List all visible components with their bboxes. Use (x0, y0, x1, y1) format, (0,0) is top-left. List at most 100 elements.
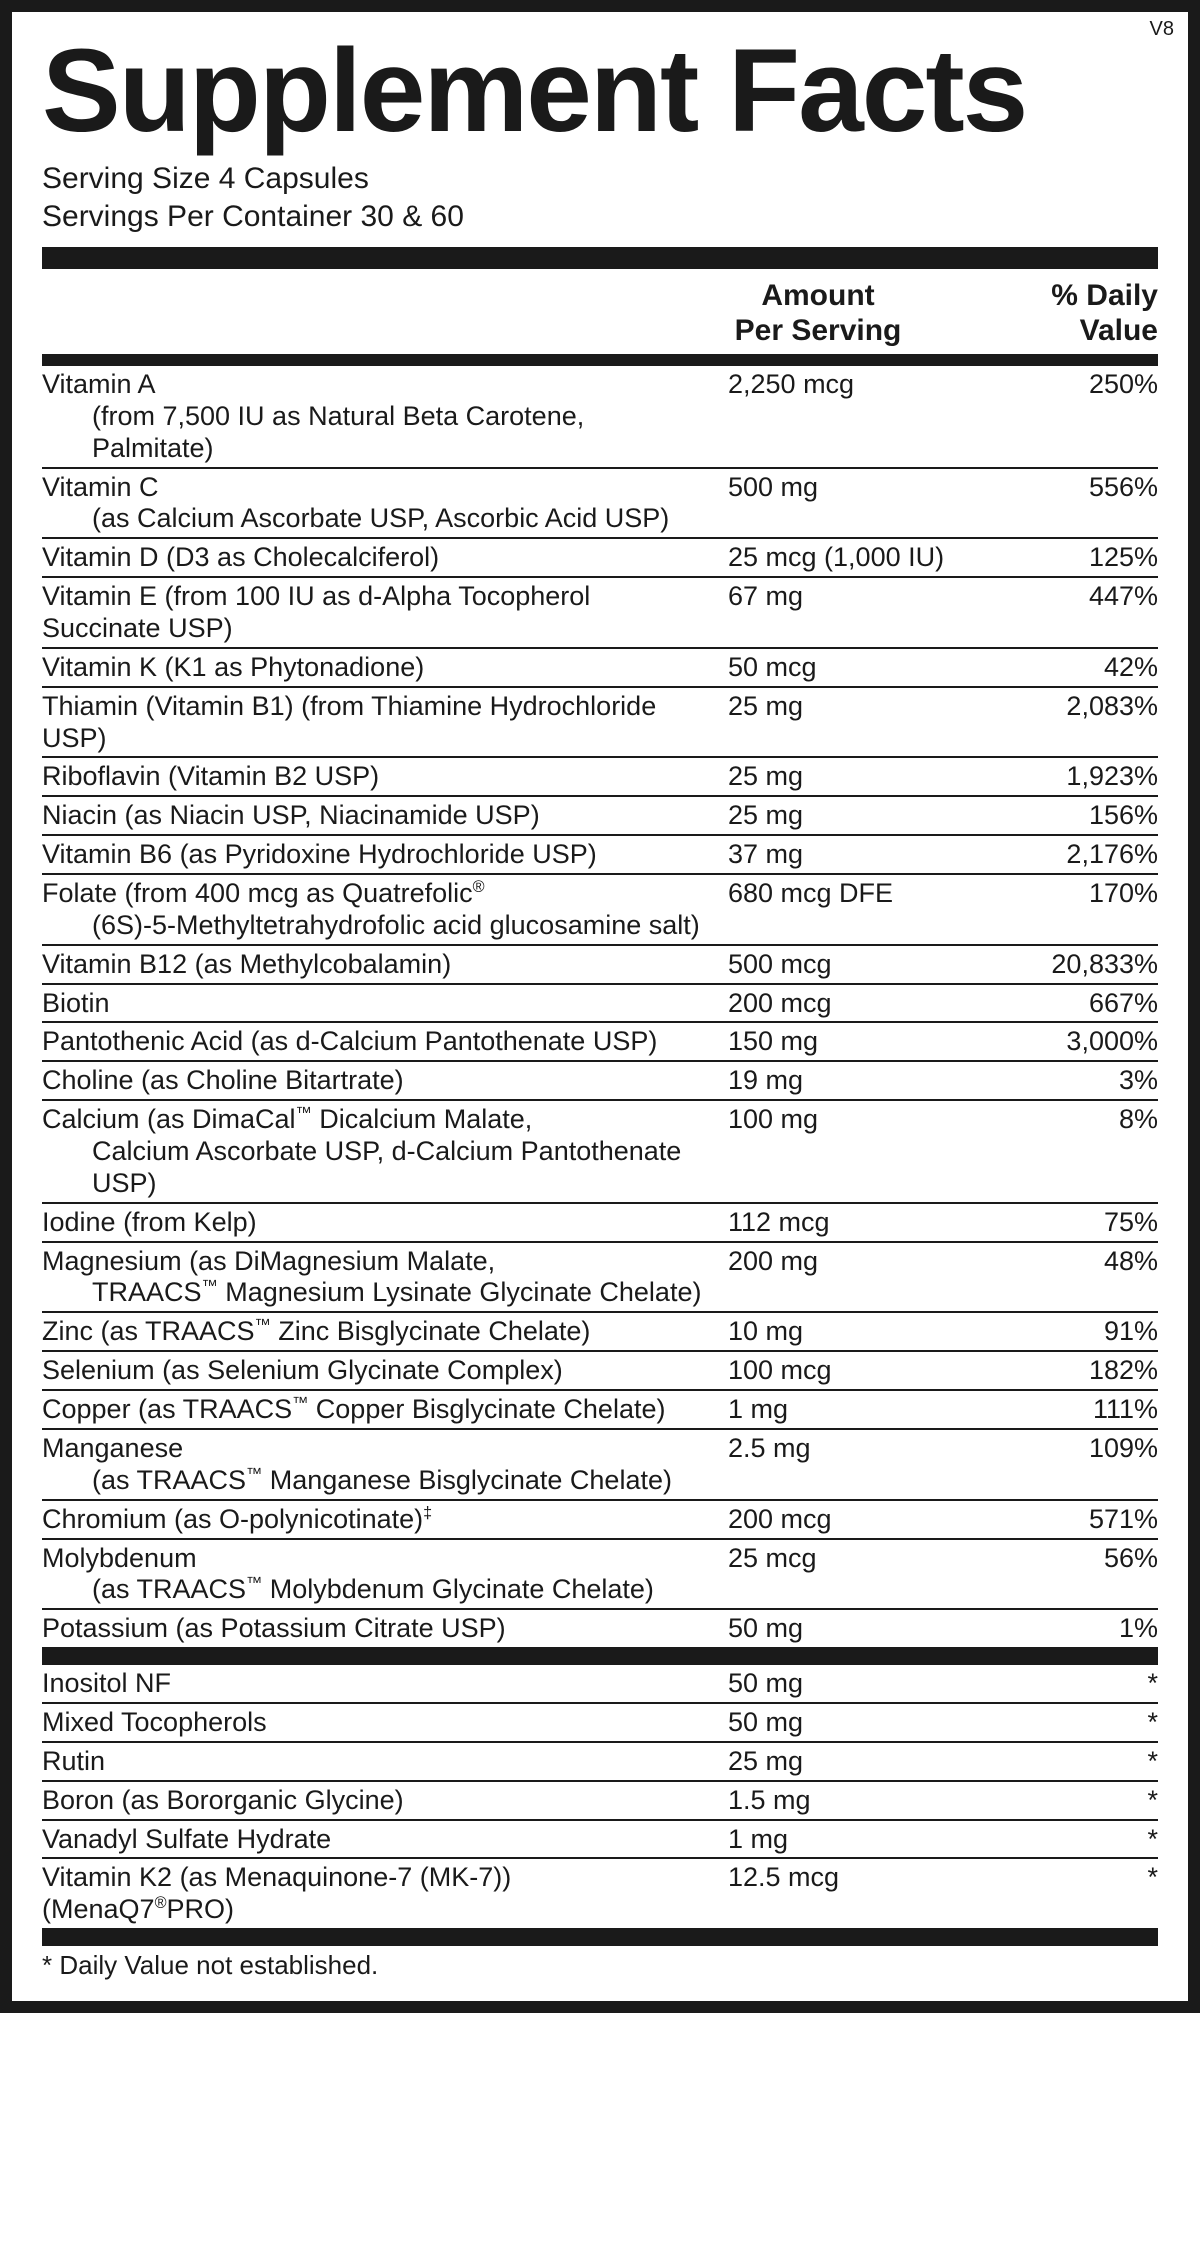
serving-size: Serving Size 4 Capsules (42, 160, 1158, 198)
nutrient-row: Inositol NF50 mg* (42, 1665, 1158, 1704)
nutrient-name: Riboflavin (Vitamin B2 USP) (42, 761, 718, 793)
nutrient-dv: 250% (978, 369, 1158, 401)
nutrient-amount: 2,250 mcg (718, 369, 978, 401)
nutrient-row: Calcium (as DimaCal™ Dicalcium Malate,Ca… (42, 1101, 1158, 1204)
panel-title: Supplement Facts (42, 32, 1158, 150)
nutrient-dv: 556% (978, 472, 1158, 504)
divider-bar-mid (42, 1647, 1158, 1665)
nutrient-sub: TRAACS™ Magnesium Lysinate Glycinate Che… (42, 1277, 710, 1309)
nutrient-dv: * (978, 1746, 1158, 1778)
nutrient-dv: * (978, 1785, 1158, 1817)
nutrient-name: Vitamin B12 (as Methylcobalamin) (42, 949, 718, 981)
nutrient-dv: * (978, 1707, 1158, 1739)
nutrient-amount: 1 mg (718, 1394, 978, 1426)
nutrient-amount: 25 mcg (718, 1543, 978, 1575)
nutrient-dv: 91% (978, 1316, 1158, 1348)
version-label: V8 (1150, 18, 1174, 41)
nutrient-dv: 42% (978, 652, 1158, 684)
nutrient-name: Pantothenic Acid (as d-Calcium Pantothen… (42, 1026, 718, 1058)
nutrient-amount: 10 mg (718, 1316, 978, 1348)
divider-bar-header (42, 354, 1158, 366)
nutrient-row: Vitamin D (D3 as Cholecalciferol)25 mcg … (42, 539, 1158, 578)
nutrient-amount: 100 mg (718, 1104, 978, 1136)
nutrient-amount: 680 mcg DFE (718, 878, 978, 910)
column-header-row: Amount Per Serving % Daily Value (42, 273, 1158, 352)
nutrient-amount: 150 mg (718, 1026, 978, 1058)
nutrient-name: Copper (as TRAACS™ Copper Bisglycinate C… (42, 1394, 718, 1426)
nutrient-amount: 200 mcg (718, 988, 978, 1020)
servings-per-container: Servings Per Container 30 & 60 (42, 198, 1158, 236)
nutrient-row: Choline (as Choline Bitartrate)19 mg3% (42, 1062, 1158, 1101)
nutrient-amount: 500 mg (718, 472, 978, 504)
nutrient-row: Boron (as Bororganic Glycine)1.5 mg* (42, 1782, 1158, 1821)
nutrient-sub: (as Calcium Ascorbate USP, Ascorbic Acid… (42, 503, 710, 535)
nutrient-dv: 3% (978, 1065, 1158, 1097)
nutrient-row: Vitamin C(as Calcium Ascorbate USP, Asco… (42, 469, 1158, 540)
nutrient-name: Potassium (as Potassium Citrate USP) (42, 1613, 718, 1645)
nutrient-name: Vitamin B6 (as Pyridoxine Hydrochloride … (42, 839, 718, 871)
nutrient-amount: 50 mcg (718, 652, 978, 684)
nutrient-name: Vitamin A(from 7,500 IU as Natural Beta … (42, 369, 718, 465)
nutrient-amount: 100 mcg (718, 1355, 978, 1387)
nutrient-row: Vitamin B12 (as Methylcobalamin)500 mcg2… (42, 946, 1158, 985)
nutrient-row: Riboflavin (Vitamin B2 USP)25 mg1,923% (42, 758, 1158, 797)
nutrient-sub: (as TRAACS™ Manganese Bisglycinate Chela… (42, 1465, 710, 1497)
footnote: * Daily Value not established. (42, 1946, 1158, 1981)
nutrient-dv: 2,176% (978, 839, 1158, 871)
nutrient-dv: 447% (978, 581, 1158, 613)
nutrient-dv: 75% (978, 1207, 1158, 1239)
nutrient-dv: 1,923% (978, 761, 1158, 793)
nutrient-amount: 50 mg (718, 1613, 978, 1645)
nutrient-row: Mixed Tocopherols50 mg* (42, 1704, 1158, 1743)
nutrient-row: Selenium (as Selenium Glycinate Complex)… (42, 1352, 1158, 1391)
nutrient-dv: * (978, 1668, 1158, 1700)
nutrient-dv: 109% (978, 1433, 1158, 1465)
nutrient-name: Molybdenum(as TRAACS™ Molybdenum Glycina… (42, 1543, 718, 1607)
nutrient-amount: 25 mg (718, 761, 978, 793)
nutrient-name: Manganese(as TRAACS™ Manganese Bisglycin… (42, 1433, 718, 1497)
nutrient-row: Vitamin K (K1 as Phytonadione)50 mcg42% (42, 649, 1158, 688)
nutrient-name: Niacin (as Niacin USP, Niacinamide USP) (42, 800, 718, 832)
nutrient-amount: 500 mcg (718, 949, 978, 981)
nutrient-dv: 1% (978, 1613, 1158, 1645)
nutrient-name: Chromium (as O-polynicotinate)‡ (42, 1504, 718, 1536)
header-daily-value: % Daily Value (958, 279, 1158, 348)
nutrient-row: Rutin25 mg* (42, 1743, 1158, 1782)
nutrient-amount: 200 mg (718, 1246, 978, 1278)
nutrient-dv: 667% (978, 988, 1158, 1020)
nutrient-amount: 112 mcg (718, 1207, 978, 1239)
nutrient-amount: 2.5 mg (718, 1433, 978, 1465)
nutrient-name: Vitamin K2 (as Menaquinone-7 (MK-7)) (Me… (42, 1862, 718, 1926)
nutrient-sub: Calcium Ascorbate USP, d-Calcium Pantoth… (42, 1136, 710, 1200)
nutrient-row: Niacin (as Niacin USP, Niacinamide USP)2… (42, 797, 1158, 836)
nutrient-name: Boron (as Bororganic Glycine) (42, 1785, 718, 1817)
nutrient-row: Folate (from 400 mcg as Quatrefolic®(6S)… (42, 875, 1158, 946)
nutrient-dv: 125% (978, 542, 1158, 574)
nutrient-name: Iodine (from Kelp) (42, 1207, 718, 1239)
nutrient-dv: 20,833% (978, 949, 1158, 981)
nutrient-dv: 56% (978, 1543, 1158, 1575)
nutrient-row: Vitamin E (from 100 IU as d-Alpha Tocoph… (42, 578, 1158, 649)
nutrient-row: Manganese(as TRAACS™ Manganese Bisglycin… (42, 1430, 1158, 1501)
nutrient-row: Thiamin (Vitamin B1) (from Thiamine Hydr… (42, 688, 1158, 759)
nutrient-name: Rutin (42, 1746, 718, 1778)
nutrient-row: Vitamin B6 (as Pyridoxine Hydrochloride … (42, 836, 1158, 875)
nutrient-name: Vitamin D (D3 as Cholecalciferol) (42, 542, 718, 574)
nutrient-row: Vanadyl Sulfate Hydrate1 mg* (42, 1821, 1158, 1860)
nutrient-amount: 50 mg (718, 1707, 978, 1739)
nutrient-row: Iodine (from Kelp)112 mcg75% (42, 1204, 1158, 1243)
nutrient-rows-main: Vitamin A(from 7,500 IU as Natural Beta … (42, 366, 1158, 1647)
nutrient-name: Mixed Tocopherols (42, 1707, 718, 1739)
nutrient-amount: 25 mcg (1,000 IU) (718, 542, 978, 574)
nutrient-name: Vitamin K (K1 as Phytonadione) (42, 652, 718, 684)
nutrient-dv: 8% (978, 1104, 1158, 1136)
nutrient-name: Magnesium (as DiMagnesium Malate,TRAACS™… (42, 1246, 718, 1310)
nutrient-row: Biotin200 mcg667% (42, 985, 1158, 1024)
nutrient-amount: 25 mg (718, 691, 978, 723)
nutrient-row: Chromium (as O-polynicotinate)‡200 mcg57… (42, 1501, 1158, 1540)
nutrient-amount: 1.5 mg (718, 1785, 978, 1817)
serving-info: Serving Size 4 Capsules Servings Per Con… (42, 160, 1158, 235)
nutrient-dv: 182% (978, 1355, 1158, 1387)
nutrient-amount: 50 mg (718, 1668, 978, 1700)
nutrient-name: Vanadyl Sulfate Hydrate (42, 1824, 718, 1856)
